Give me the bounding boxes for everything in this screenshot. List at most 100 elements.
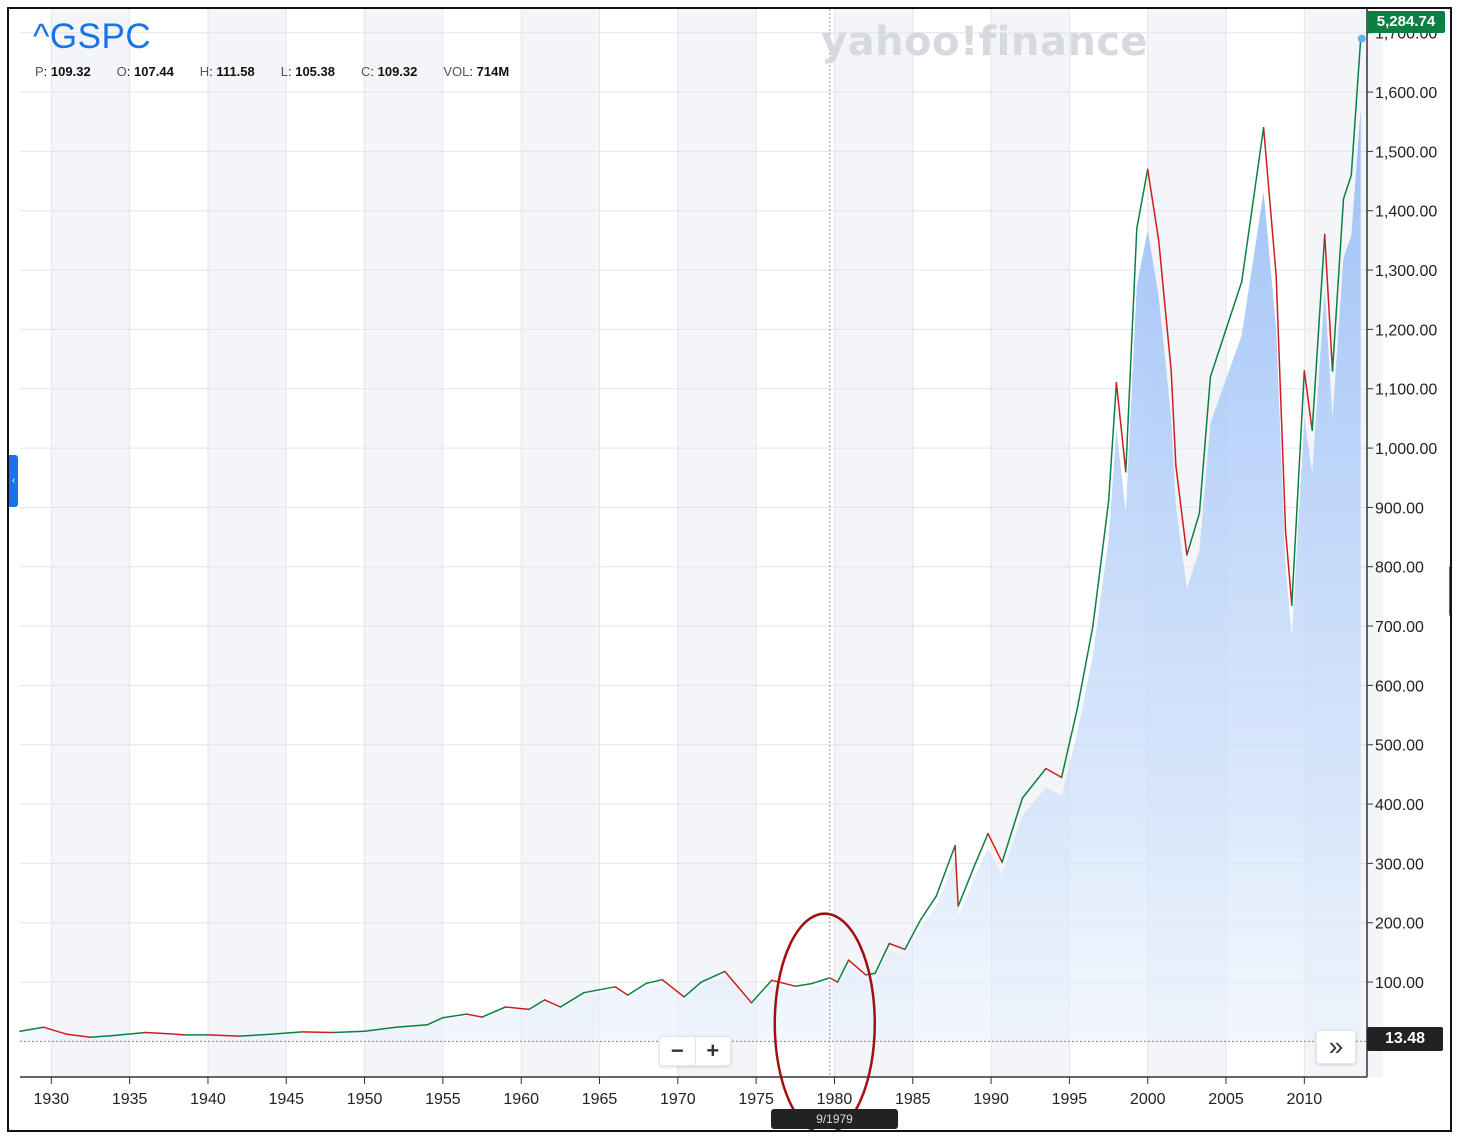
price-segment [700,970,726,983]
price-segment [810,977,831,985]
y-tick-label: 500.00 [1375,738,1424,755]
price-segment [168,1032,186,1036]
price-segment [1107,382,1118,503]
price-segment [1146,168,1160,242]
y-tick-label: 1,300.00 [1375,263,1437,280]
price-segment [1060,708,1078,779]
year-band [521,9,600,1077]
y-tick-label: 800.00 [1375,560,1424,577]
price-segment [829,977,839,983]
ohlc-key: O [116,64,127,79]
ohlc-item: C: 109.32 [360,64,418,79]
price-segment [1136,168,1149,230]
annotation-ellipse [773,912,877,1130]
ohlc-item: L: 105.38 [280,64,335,79]
year-band [364,9,443,1077]
price-segment [113,1031,147,1037]
price-segment [794,983,812,987]
y-tick-label: 1,100.00 [1375,382,1437,399]
x-tick-label: 2000 [1130,1091,1166,1108]
x-tick-label: 1990 [973,1091,1009,1108]
ohlc-key: P [35,64,44,79]
price-segment [683,981,703,998]
ohlc-key: C [360,64,371,79]
y-tick-label: 900.00 [1375,500,1424,517]
price-segment [301,1031,335,1034]
price-segment [1342,174,1353,200]
right-panel-tab[interactable] [1449,565,1450,617]
price-segment [481,1006,507,1018]
price-segment [1045,767,1063,779]
price-segment [1240,126,1265,283]
ohlc-value: 111.58 [216,64,255,79]
price-segment [442,1013,468,1019]
y-tick-label: 300.00 [1375,856,1424,873]
year-band [677,9,757,1077]
price-segment [771,979,797,987]
zoom-out-button[interactable]: − [670,1038,684,1063]
price-segment [661,978,685,998]
year-band [51,9,130,1077]
cursor-date-label: 9/1979 [771,1109,898,1129]
x-tick-label: 1945 [268,1091,304,1108]
price-segment [426,1016,444,1026]
ticker-symbol: ^GSPC [33,17,152,56]
ohlc-value: 105.38 [295,64,335,79]
y-tick-label: 1,000.00 [1375,441,1437,458]
x-tick-label: 1965 [582,1091,618,1108]
price-segment [395,1024,428,1028]
y-tick-label: 1,400.00 [1375,204,1437,221]
ohlc-value: 109.32 [377,64,418,79]
ohlc-key: H [199,64,210,79]
price-segment [836,959,850,983]
price-segment [19,1026,45,1033]
y-tick-label: 600.00 [1375,678,1424,695]
price-segment [614,986,629,996]
ohlc-item: H: 111.58 [199,64,255,79]
zoom-control: − + [659,1036,731,1066]
price-segment [528,999,546,1011]
price-segment [1350,37,1362,176]
zoom-in-button[interactable]: + [694,1037,731,1065]
fast-forward-button[interactable]: » [1316,1030,1356,1064]
y-tick-label: 200.00 [1375,916,1424,933]
price-segment [750,979,773,1004]
year-band [834,9,913,1077]
price-segment [974,832,989,865]
price-segment [987,832,1003,863]
ohlc-item: VOL: 714M [443,64,510,79]
price-segment [583,986,616,994]
price-segment [1125,227,1138,473]
x-tick-label: 2005 [1208,1091,1244,1108]
price-segment [874,942,891,974]
x-tick-label: 1975 [738,1091,774,1108]
base-price-badge: 13.48 [1367,1027,1443,1051]
price-segment [1021,767,1047,799]
price-segment [1291,370,1306,607]
price-segment [1275,275,1287,532]
price-segment [904,919,922,951]
ohlc-key: VOL [443,64,470,79]
x-tick-label: 1995 [1052,1091,1088,1108]
price-segment [1225,281,1243,331]
ohlc-value: 109.32 [50,64,91,79]
price-segment [626,982,648,996]
price-segment [1092,500,1110,627]
left-panel-tab[interactable]: ‹ [9,455,18,507]
x-tick-label: 1950 [347,1091,383,1108]
price-segment [1198,376,1212,515]
x-tick-label: 1985 [895,1091,931,1108]
ohlc-value: 714M [476,64,510,79]
price-segment [89,1034,115,1038]
y-axis-ticks: 1,700.001,600.001,500.001,400.001,300.00… [1367,26,1437,992]
x-axis-ticks: 1930 1935 1940 1945 1950 1955 1960 1965 1970 1975… [34,1077,1323,1108]
price-segment [1262,126,1277,277]
price-chart[interactable]: 1930 1935 1940 1945 1950 1955 1960 1965 1970 1975… [9,9,1450,1130]
price-segment [954,844,959,907]
price-segment [207,1034,241,1037]
brand-watermark: yahoo!finance [821,19,1149,65]
x-tick-label: 2010 [1287,1091,1323,1108]
price-segment [935,844,956,897]
y-tick-label: 400.00 [1375,797,1424,814]
price-segment [888,942,906,951]
